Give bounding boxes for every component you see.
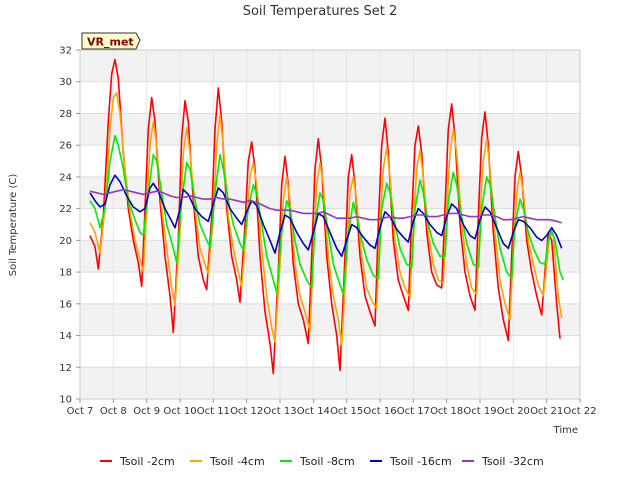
background-band [80, 208, 580, 241]
badge-label: VR_met [87, 36, 134, 49]
background-band [80, 367, 580, 399]
legend-label: Tsoil -16cm [389, 455, 452, 468]
y-tick-label: 30 [59, 77, 72, 88]
series-line-tsoil-16cm [89, 174, 563, 257]
y-tick-label: 18 [59, 268, 72, 279]
plot-frame [79, 49, 581, 400]
x-tick-label: Oct 8 [100, 406, 127, 417]
x-tick-label: Oct 10 [163, 406, 196, 417]
legend-label: Tsoil -8cm [299, 455, 355, 468]
x-tick-label: Oct 13 [263, 406, 296, 417]
x-axis-label: Time [553, 425, 578, 436]
x-tick-label: Oct 18 [430, 406, 463, 417]
x-tick-label: Oct 21 [530, 406, 563, 417]
legend-label: Tsoil -4cm [209, 455, 265, 468]
x-tick-label: Oct 20 [497, 406, 530, 417]
background-band [80, 145, 580, 177]
legend-label: Tsoil -32cm [481, 455, 544, 468]
chart-title: Soil Temperatures Set 2 [243, 4, 398, 19]
x-tick-label: Oct 12 [230, 406, 263, 417]
legend-label: Tsoil -2cm [119, 455, 175, 468]
y-tick-label: 32 [59, 46, 72, 57]
x-tick-label: Oct 7 [67, 406, 94, 417]
series-line-tsoil-8cm [89, 134, 565, 296]
y-tick-label: 26 [59, 141, 72, 152]
x-tick-label: Oct 16 [363, 406, 396, 417]
y-axis-ticks: 10 12 14 16 18 20 22 24 26 28 30 32 [59, 46, 80, 406]
plot-background [80, 50, 580, 399]
x-tick-label: Oct 9 [133, 406, 160, 417]
series-layer [89, 58, 565, 375]
y-tick-label: 24 [59, 172, 72, 183]
y-axis-label: Soil Temperature (C) [8, 174, 19, 277]
vr-met-badge: VR_met [81, 32, 141, 50]
y-tick-label: 20 [59, 236, 72, 247]
background-band [80, 335, 580, 368]
y-tick-label: 10 [59, 395, 72, 406]
x-tick-label: Oct 19 [463, 406, 496, 417]
series-line-tsoil-32cm [89, 188, 562, 224]
background-band [80, 50, 580, 82]
y-tick-label: 22 [59, 204, 72, 215]
badge-shape [81, 32, 141, 50]
x-axis-ticks: Oct 7 Oct 8 Oct 9 Oct 10 Oct 11 Oct 12 Oct 13 O… [67, 399, 597, 417]
background-band [80, 81, 580, 114]
legend: Tsoil -2cm Tsoil -4cm Tsoil -8cm Tsoil -16c… [100, 455, 544, 468]
y-tick-label: 12 [59, 363, 72, 374]
y-tick-label: 14 [59, 331, 72, 342]
x-tick-label: Oct 15 [330, 406, 363, 417]
x-tick-label: Oct 22 [563, 406, 596, 417]
background-band [80, 176, 580, 209]
y-tick-label: 28 [59, 109, 72, 120]
x-tick-label: Oct 11 [197, 406, 230, 417]
background-band [80, 113, 580, 146]
background-band [80, 303, 580, 336]
y-tick-label: 16 [59, 299, 72, 310]
x-tick-label: Oct 14 [297, 406, 330, 417]
x-tick-label: Oct 17 [397, 406, 430, 417]
